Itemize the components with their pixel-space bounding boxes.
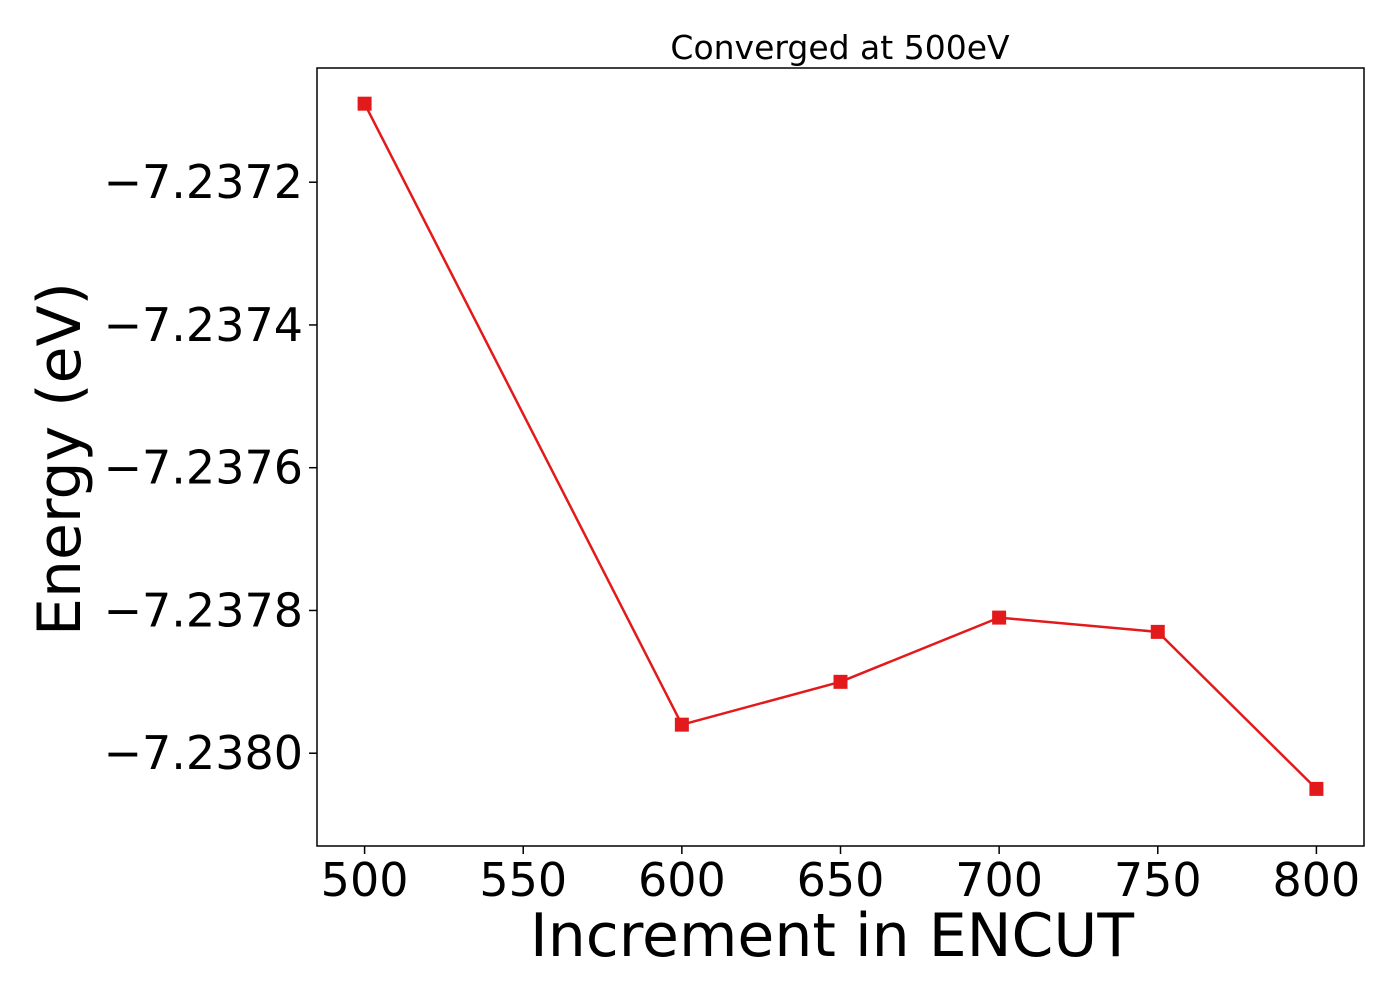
x-tick-label: 800 xyxy=(1273,853,1361,907)
x-tick-label: 600 xyxy=(638,853,726,907)
chart-title: Converged at 500eV xyxy=(670,28,1010,67)
x-tick-label: 700 xyxy=(955,853,1043,907)
y-axis-label: Energy (eV) xyxy=(25,282,95,636)
y-tick-label: −7.2376 xyxy=(104,441,304,495)
x-tick-label: 550 xyxy=(479,853,567,907)
y-tick-label: −7.2374 xyxy=(104,298,304,352)
series-line xyxy=(363,103,1318,790)
data-point xyxy=(833,674,848,689)
x-tick-label: 500 xyxy=(321,853,409,907)
x-axis-ticks: 500 550 600 650 700 750 800 xyxy=(321,846,1361,907)
data-point xyxy=(674,717,689,732)
x-tick-label: 750 xyxy=(1114,853,1202,907)
data-point xyxy=(357,96,372,111)
x-axis-label: Increment in ENCUT xyxy=(530,901,1134,971)
data-point xyxy=(992,610,1007,625)
data-point xyxy=(1309,781,1324,796)
y-tick-label: −7.2380 xyxy=(104,726,304,780)
data-point xyxy=(1150,624,1165,639)
y-axis-ticks: −7.2372 −7.2374 −7.2376 −7.2378 −7.2380 xyxy=(104,155,317,780)
y-tick-label: −7.2372 xyxy=(104,155,304,209)
y-tick-label: −7.2378 xyxy=(104,583,304,637)
data-layer xyxy=(357,96,1324,796)
x-tick-label: 650 xyxy=(797,853,885,907)
plot-background xyxy=(317,68,1364,846)
